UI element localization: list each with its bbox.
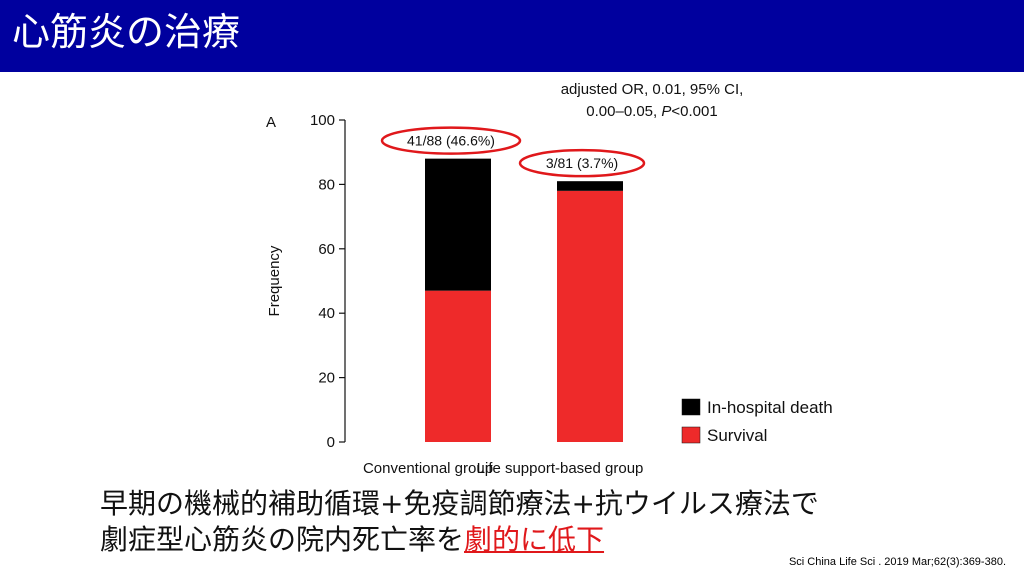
- annotation-line-2: 0.00–0.05, P<0.001: [586, 103, 717, 120]
- stacked-bar-chart: 0 20 40 60 80 100 Frequency A Conventional group…: [266, 81, 833, 477]
- y-tick-label: 100: [310, 112, 335, 129]
- annotation-line-1: adjusted OR, 0.01, 95% CI,: [561, 81, 744, 98]
- slide-title: 心筋炎の治療: [12, 10, 241, 54]
- summary-text: 早期の機械的補助循環+免疫調節療法+抗ウイルス療法で 劇症型心筋炎の院内死亡率を…: [100, 486, 819, 558]
- bar-survival-2: [557, 190, 623, 442]
- y-axis-label: Frequency: [266, 245, 283, 316]
- highlight-circle: [380, 126, 522, 155]
- summary-emphasis: 劇的に低下: [464, 523, 605, 556]
- bar-count-label: 3/81 (3.7%): [546, 155, 618, 171]
- legend-label: In-hospital death: [707, 398, 833, 417]
- citation: Sci China Life Sci . 2019 Mar;62(3):369-…: [788, 556, 1006, 568]
- summary-line-1: 早期の機械的補助循環+免疫調節療法+抗ウイルス療法で: [100, 487, 819, 520]
- x-category-label: Conventional group: [363, 460, 493, 477]
- panel-label: A: [266, 114, 276, 131]
- bar-death-1: [425, 158, 491, 291]
- y-tick-label: 40: [318, 305, 335, 322]
- legend-swatch: [681, 398, 701, 416]
- bar-death-2: [557, 181, 623, 191]
- y-tick-label: 60: [318, 241, 335, 258]
- title-bar: 心筋炎の治療: [0, 0, 1024, 72]
- legend-swatch: [681, 426, 701, 444]
- x-category-label: Life support-based group: [477, 460, 644, 477]
- summary-line-2: 劇症型心筋炎の院内死亡率を劇的に低下: [100, 522, 819, 558]
- bar-survival-1: [425, 290, 491, 442]
- y-tick-label: 80: [318, 176, 335, 193]
- legend-label: Survival: [707, 426, 767, 445]
- bar-count-label: 41/88 (46.6%): [407, 133, 495, 149]
- y-tick-label: 0: [327, 434, 335, 451]
- highlight-circle: [518, 148, 646, 178]
- y-tick-label: 20: [318, 370, 335, 387]
- summary-line-2-prefix: 劇症型心筋炎の院内死亡率を: [100, 523, 465, 556]
